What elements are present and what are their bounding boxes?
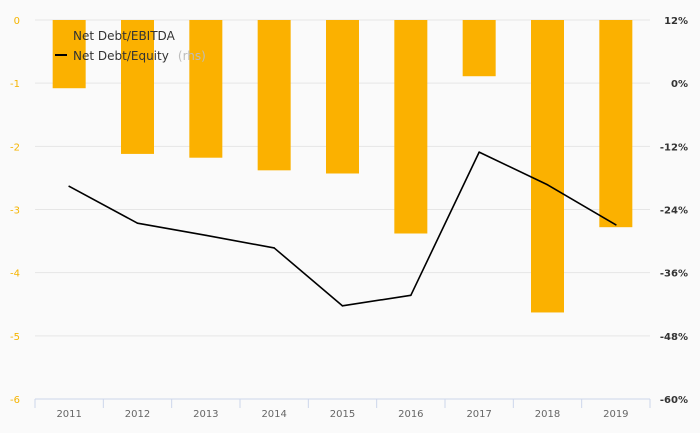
x-tick-label: 2013 <box>193 409 218 420</box>
y-right-tick-label: 0% <box>671 79 688 90</box>
legend-swatch-bar <box>55 31 66 42</box>
y-left-tick-label: 0 <box>14 16 20 27</box>
bar <box>599 20 633 228</box>
x-tick-label: 2017 <box>466 409 491 420</box>
bar <box>462 20 496 77</box>
y-left-tick-label: -4 <box>10 269 20 280</box>
legend: Net Debt/EBITDA Net Debt/Equity (rhs) <box>55 29 206 64</box>
line-point <box>68 185 70 188</box>
legend-label-bar: Net Debt/EBITDA <box>73 29 176 43</box>
line-point <box>273 247 275 249</box>
x-tick-label: 2019 <box>603 409 628 420</box>
line-point <box>205 234 207 237</box>
y-right-tick-label: 12% <box>664 16 688 27</box>
legend-line-name: Net Debt/Equity <box>73 49 169 63</box>
y-right-tick-label: -60% <box>660 395 688 406</box>
y-left-tick-label: -1 <box>10 79 20 90</box>
line-point <box>341 305 344 307</box>
y-left-tick-label: -5 <box>10 332 20 343</box>
line-point <box>615 223 617 226</box>
x-tick-label: 2015 <box>330 409 355 420</box>
line-layer <box>68 151 617 307</box>
y-left-tick-label: -2 <box>10 142 20 153</box>
x-tick-label: 2012 <box>125 409 150 420</box>
legend-label-line: Net Debt/Equity (rhs) <box>73 45 206 64</box>
line-point <box>546 183 549 186</box>
y-left-tick-label: -6 <box>10 395 20 406</box>
bar <box>257 20 291 171</box>
bar <box>326 20 359 174</box>
y-right-tick-label: -12% <box>660 142 688 153</box>
bar <box>394 20 428 234</box>
line-point <box>136 222 139 224</box>
bar <box>121 20 154 154</box>
bars-layer <box>52 20 633 313</box>
x-tick-label: 2018 <box>535 409 560 420</box>
line-point <box>478 151 480 153</box>
y-right-tick-label: -48% <box>660 332 688 343</box>
x-tick-label: 2011 <box>56 409 81 420</box>
bar <box>189 20 223 158</box>
legend-line-suffix: (rhs) <box>178 49 206 63</box>
y-left-tick-label: -3 <box>10 206 20 217</box>
bar <box>531 20 564 313</box>
y-right-tick-label: -24% <box>660 206 688 217</box>
axis-layer: 0 12% -1 0% -2 -12% -3 -24% -4 -36% -5 -48% -6 -60% 20… <box>10 16 688 420</box>
x-tick-label: 2016 <box>398 409 423 420</box>
x-tick-label: 2014 <box>261 409 286 420</box>
y-right-tick-label: -36% <box>660 269 688 280</box>
line-point <box>410 294 412 297</box>
